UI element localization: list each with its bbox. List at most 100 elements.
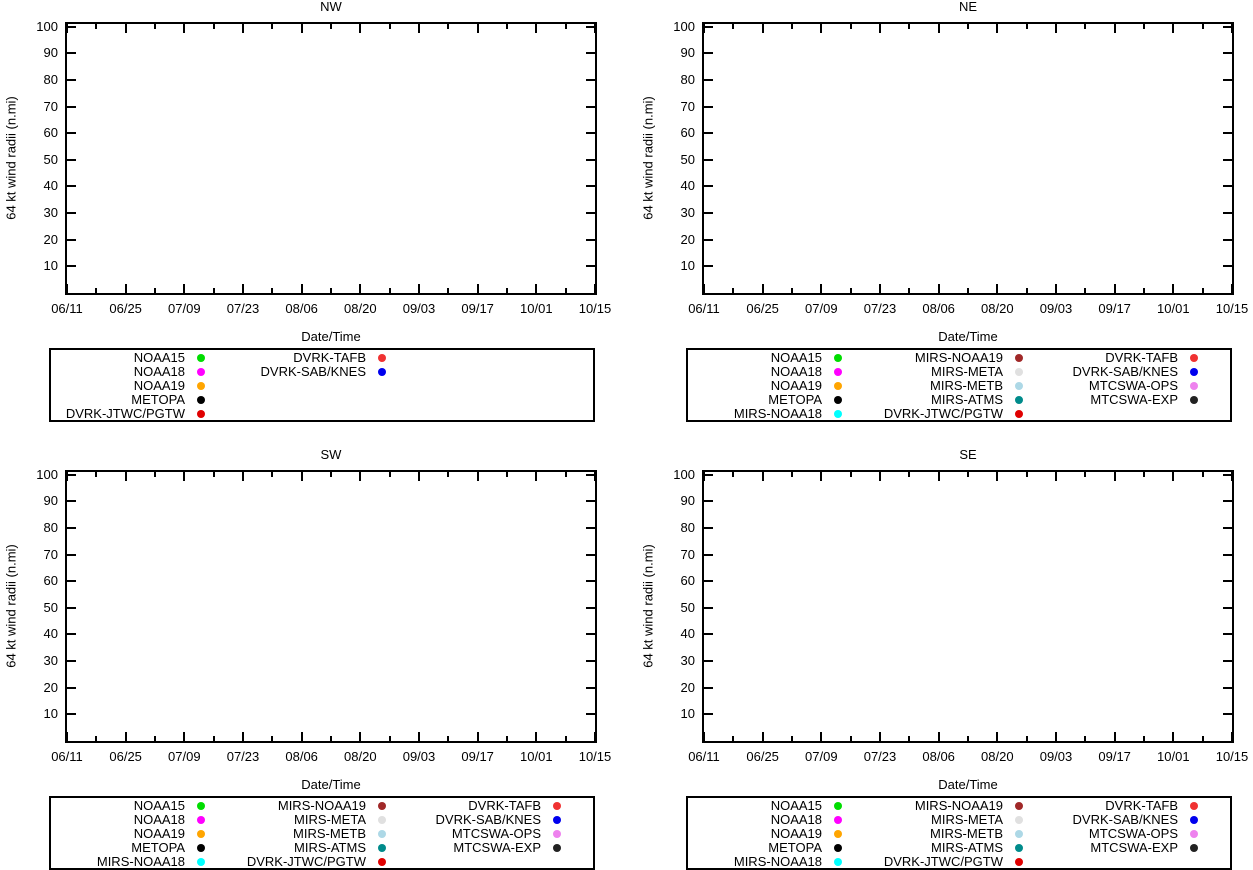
x-tick-label: 10/15 (1215, 749, 1249, 764)
x-major-tick-top (1172, 472, 1175, 481)
x-major-tick-bottom (761, 284, 764, 293)
y-major-tick-left (67, 132, 76, 135)
x-major-tick-bottom (66, 284, 68, 293)
x-tick-label: 07/23 (226, 749, 260, 764)
x-tick-label: 06/25 (109, 301, 142, 316)
x-tick-label: 06/11 (688, 749, 720, 764)
legend-label: NOAA19 (133, 378, 185, 393)
y-major-tick-right (1223, 686, 1232, 689)
x-tick-label: 10/01 (1157, 749, 1190, 764)
legend-label: NOAA19 (770, 378, 822, 393)
y-major-tick-left (67, 25, 76, 28)
legend-marker (834, 816, 842, 824)
x-major-tick-top (1113, 472, 1116, 481)
x-major-tick-bottom (594, 284, 596, 293)
x-minor-tick-bottom (154, 288, 156, 293)
x-minor-tick-bottom (732, 288, 735, 293)
y-major-tick-right (586, 473, 595, 476)
x-major-tick-bottom (476, 284, 479, 293)
x-tick-label: 06/11 (51, 301, 83, 316)
legend-label: DVRK-JTWC/PGTW (883, 854, 1003, 869)
y-major-tick-right (1223, 132, 1232, 135)
legend-label: METOPA (768, 840, 822, 855)
x-tick-label: 09/17 (1098, 301, 1131, 316)
y-major-tick-right (586, 78, 595, 81)
x-minor-tick-bottom (388, 736, 391, 741)
legend-label: MTCSWA-EXP (453, 840, 541, 855)
x-minor-tick-top (1201, 24, 1204, 29)
x-major-tick-top (535, 472, 538, 481)
y-major-tick-right (1223, 580, 1232, 583)
x-tick-label: 09/03 (1039, 749, 1073, 764)
legend-label: NOAA18 (770, 812, 822, 827)
y-major-tick-right (1223, 473, 1232, 476)
x-minor-tick-bottom (564, 736, 567, 741)
y-major-tick-left (67, 606, 76, 609)
x-minor-tick-top (967, 24, 969, 29)
x-tick-label: 07/09 (168, 301, 201, 316)
y-major-tick-left (704, 25, 713, 28)
x-tick-label: 10/15 (578, 301, 612, 316)
x-major-tick-bottom (476, 732, 479, 741)
x-minor-tick-bottom (732, 736, 735, 741)
legend-marker (378, 802, 386, 810)
x-axis-label: Date/Time (938, 329, 998, 344)
x-minor-tick-top (732, 24, 735, 29)
x-minor-tick-bottom (791, 736, 793, 741)
y-tick-label: 20 (43, 679, 58, 695)
y-tick-label: 70 (680, 546, 695, 562)
legend-label: MIRS-NOAA18 (733, 406, 822, 421)
x-major-tick-top (418, 24, 420, 33)
legend-label: MIRS-METB (930, 378, 1003, 393)
x-minor-tick-top (564, 24, 567, 29)
panel-nw: NW 64 kt wind radii (n.mi) Date/Time NOA… (0, 0, 626, 422)
x-major-tick-bottom (124, 284, 127, 293)
x-tick-label: 06/11 (688, 301, 720, 316)
x-minor-tick-top (271, 24, 274, 29)
legend-marker (834, 844, 842, 852)
y-tick-label: 90 (680, 493, 695, 509)
x-major-tick-top (359, 24, 362, 33)
y-tick-label: 70 (43, 546, 58, 562)
y-major-tick-right (1223, 606, 1232, 609)
x-major-tick-top (703, 472, 705, 481)
y-tick-label: 100 (673, 466, 695, 482)
x-minor-tick-bottom (849, 736, 852, 741)
x-major-tick-top (476, 472, 479, 481)
x-minor-tick-bottom (271, 288, 274, 293)
x-minor-tick-top (271, 472, 274, 477)
y-major-tick-left (704, 580, 713, 583)
x-minor-tick-top (1084, 472, 1087, 477)
legend-marker (197, 410, 205, 418)
x-minor-tick-top (154, 472, 156, 477)
x-minor-tick-top (732, 472, 735, 477)
legend-label: MIRS-NOAA19 (277, 798, 366, 813)
legend-label: NOAA18 (133, 812, 185, 827)
y-major-tick-right (586, 660, 595, 663)
y-tick-label: 10 (680, 706, 695, 722)
x-major-tick-bottom (359, 732, 362, 741)
legend-label: DVRK-SAB/KNES (1072, 364, 1178, 379)
legend-marker (197, 368, 205, 376)
y-tick-label: 50 (680, 151, 695, 167)
x-major-tick-bottom (535, 284, 538, 293)
x-minor-tick-bottom (95, 736, 98, 741)
x-minor-tick-top (849, 24, 852, 29)
y-major-tick-left (67, 185, 76, 188)
x-minor-tick-bottom (271, 736, 274, 741)
legend-label: MIRS-META (294, 812, 366, 827)
x-major-tick-bottom (594, 732, 596, 741)
y-major-tick-left (67, 713, 76, 716)
legend-marker (1190, 368, 1198, 376)
x-minor-tick-bottom (967, 288, 969, 293)
x-minor-tick-top (212, 472, 215, 477)
y-tick-label: 90 (43, 45, 58, 61)
legend-label: MIRS-ATMS (294, 840, 366, 855)
y-major-tick-left (67, 238, 76, 241)
legend-box: NOAA15 NOAA18 NOAA19 METOPA MIRS-NOAA18 MIRS-… (49, 796, 595, 870)
x-major-tick-bottom (1231, 284, 1233, 293)
legend-marker (834, 368, 842, 376)
legend-marker (834, 354, 842, 362)
legend-label: MTCSWA-EXP (1090, 392, 1178, 407)
